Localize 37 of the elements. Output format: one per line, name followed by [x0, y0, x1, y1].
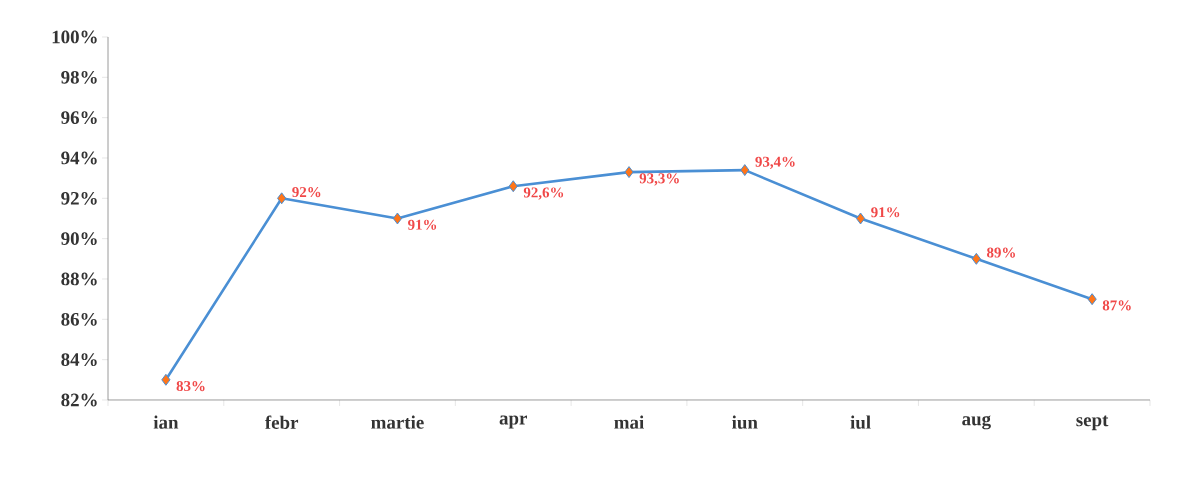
- point: [740, 164, 750, 177]
- x-tick-label: iun: [732, 415, 758, 429]
- data-label: 91%: [871, 207, 900, 218]
- point: [277, 192, 287, 205]
- point: [392, 212, 403, 225]
- point: [508, 180, 518, 193]
- point: [855, 212, 866, 225]
- x-tick-label: martie: [371, 415, 424, 429]
- y-tick-label: 90%: [61, 232, 97, 246]
- data-label: 87%: [1102, 300, 1131, 311]
- data-label: 89%: [987, 247, 1015, 258]
- data-label: 83%: [176, 381, 205, 392]
- point: [971, 252, 981, 265]
- data-label: 92%: [292, 186, 321, 198]
- point: [161, 373, 171, 386]
- y-tick-label: 84%: [61, 353, 97, 367]
- y-tick-label: 96%: [61, 111, 97, 125]
- point: [624, 166, 634, 179]
- y-tick-label: 86%: [61, 312, 97, 326]
- x-tick-label: mai: [614, 415, 644, 429]
- y-tick-label: 100%: [52, 30, 97, 44]
- data-label: 93,4%: [755, 156, 795, 169]
- y-tick-label: 92%: [61, 191, 97, 205]
- x-tick-label: febr: [265, 415, 299, 429]
- x-tick-label: ian: [153, 415, 179, 429]
- x-tick-label: iul: [850, 415, 871, 429]
- x-tick-label: sept: [1076, 415, 1109, 431]
- x-tick-label: apr: [499, 415, 528, 429]
- point: [1087, 293, 1097, 306]
- y-tick-label: 94%: [61, 151, 97, 165]
- data-label: 91%: [408, 219, 437, 230]
- x-tick-label: aug: [962, 415, 991, 430]
- y-tick-label: 82%: [61, 393, 97, 407]
- y-tick-label: 98%: [61, 70, 97, 84]
- y-tick-label: 88%: [61, 272, 97, 286]
- data-label: 92,6%: [523, 187, 564, 200]
- data-label: 93,3%: [639, 173, 679, 186]
